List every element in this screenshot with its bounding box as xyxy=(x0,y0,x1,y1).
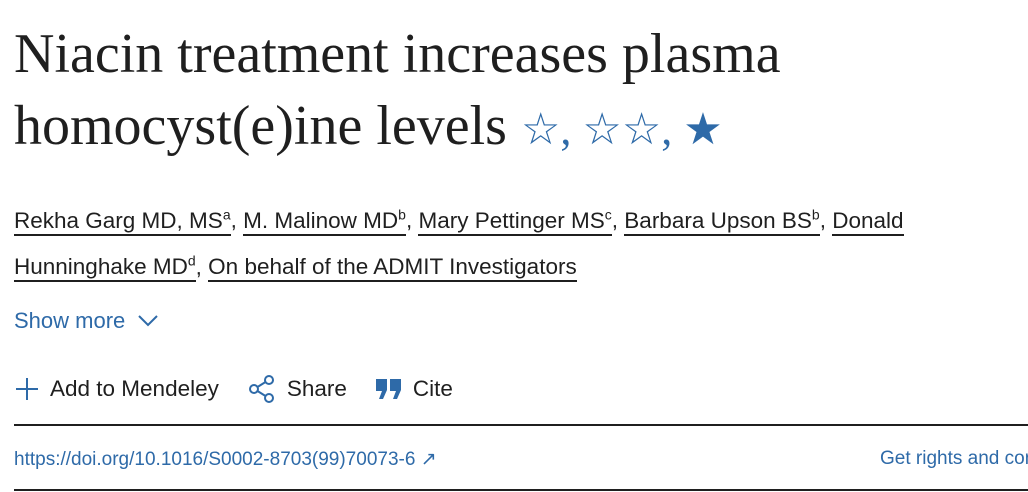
author-link[interactable]: Barbara Upson BSb xyxy=(624,206,820,236)
author-group-link[interactable]: On behalf of the ADMIT Investigators xyxy=(208,254,577,282)
separator: , xyxy=(661,105,684,154)
title-notes: ☆, ☆☆, ★ xyxy=(521,105,723,154)
star-outline-icon[interactable]: ☆ xyxy=(520,105,561,154)
get-rights-link[interactable]: Get rights and content xyxy=(880,448,1028,469)
author-link[interactable]: Donald Hunninghake MDd xyxy=(14,207,904,282)
divider xyxy=(14,424,1028,426)
title-text: Niacin treatment increases plasma homocy… xyxy=(14,23,781,157)
cite-label: Cite xyxy=(412,376,453,401)
author-link[interactable]: Mary Pettinger MSc xyxy=(418,206,612,236)
star-outline-double-icon[interactable]: ☆☆ xyxy=(582,105,662,154)
author-list: Rekha Garg MD, MSa, M. Malinow MDb, Mary… xyxy=(14,194,1024,287)
divider xyxy=(14,489,1028,491)
plus-icon xyxy=(16,378,38,400)
share-icon xyxy=(248,375,274,403)
author-link[interactable]: Rekha Garg MD, MSa xyxy=(14,206,231,236)
doi-link[interactable]: https://doi.org/10.1016/S0002-8703(99)70… xyxy=(14,449,437,470)
separator: , xyxy=(560,105,583,154)
cite-button[interactable]: Cite xyxy=(375,374,453,404)
add-to-mendeley-button[interactable]: Add to Mendeley xyxy=(14,374,219,404)
share-label: Share xyxy=(286,376,347,401)
mendeley-label: Add to Mendeley xyxy=(50,376,219,401)
star-filled-icon[interactable]: ★ xyxy=(683,105,723,154)
quote-icon xyxy=(375,379,401,399)
share-button[interactable]: Share xyxy=(247,374,347,404)
external-link-icon: ↗ xyxy=(420,449,437,470)
article-title: Niacin treatment increases plasma homocy… xyxy=(14,18,1024,166)
author-link[interactable]: M. Malinow MDb xyxy=(243,206,406,236)
show-more-label: Show more xyxy=(14,308,126,333)
show-more-button[interactable]: Show more xyxy=(14,308,159,334)
article-actions: Add to Mendeley Share Cite xyxy=(14,374,453,404)
chevron-down-icon xyxy=(138,315,158,327)
